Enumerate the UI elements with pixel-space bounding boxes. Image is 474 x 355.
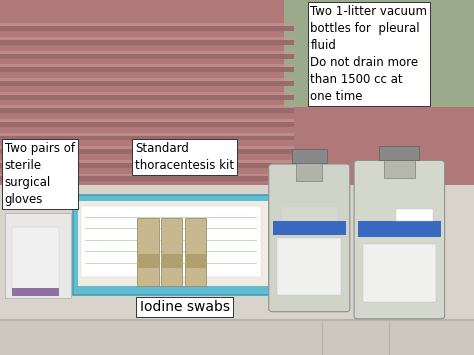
Bar (296, 160, 322, 181)
Bar (0, 64, 294, 67)
Bar (0, 40, 294, 45)
Bar (137, 254, 159, 268)
Bar (384, 156, 415, 178)
Bar (0, 133, 294, 136)
FancyBboxPatch shape (354, 160, 445, 319)
Bar (0, 81, 294, 86)
Bar (0, 0, 474, 43)
Bar (379, 146, 419, 160)
Text: Two 1-litter vacuum
bottles for  pleural
fluid
Do not drain more
than 1500 cc at: Two 1-litter vacuum bottles for pleural … (310, 5, 428, 103)
Bar (358, 221, 441, 236)
Bar (0, 204, 294, 209)
Bar (0, 146, 294, 149)
Bar (0, 160, 294, 163)
Bar (0, 176, 294, 181)
Text: Standard
thoracentesis kit: Standard thoracentesis kit (135, 142, 234, 172)
Bar (12, 288, 59, 296)
Bar (81, 206, 261, 277)
Bar (0, 163, 294, 168)
Bar (0, 94, 294, 99)
Bar (0, 320, 474, 355)
Bar (0, 201, 294, 204)
Bar (0, 174, 294, 176)
Bar (185, 218, 206, 286)
Bar (396, 209, 433, 221)
Bar (161, 218, 182, 286)
Bar (0, 0, 474, 220)
Bar (161, 254, 182, 268)
Bar (0, 54, 294, 59)
Bar (0, 51, 294, 54)
Bar (12, 227, 59, 291)
Bar (0, 78, 294, 81)
Bar (78, 201, 268, 286)
Bar (0, 105, 294, 108)
Bar (0, 67, 294, 72)
Bar (0, 190, 294, 195)
Bar (0, 23, 294, 26)
Bar (0, 185, 474, 320)
Bar (73, 195, 273, 295)
Bar (0, 108, 294, 113)
Bar (284, 0, 474, 106)
Bar (5, 213, 71, 298)
Bar (185, 254, 206, 268)
Bar (282, 207, 337, 221)
Bar (0, 92, 294, 94)
FancyBboxPatch shape (269, 164, 350, 312)
Text: Two pairs of
sterile
surgical
gloves: Two pairs of sterile surgical gloves (5, 142, 75, 206)
Bar (0, 26, 294, 31)
Bar (292, 149, 327, 163)
Text: Iodine swabs: Iodine swabs (140, 300, 230, 314)
Bar (273, 221, 346, 235)
Bar (284, 0, 474, 106)
Bar (0, 136, 294, 141)
Bar (363, 244, 436, 302)
Bar (0, 43, 152, 106)
Bar (0, 119, 294, 122)
Bar (277, 238, 341, 295)
Bar (0, 37, 294, 40)
Bar (0, 149, 294, 154)
Bar (137, 218, 159, 286)
Bar (0, 187, 294, 190)
Bar (0, 122, 294, 127)
